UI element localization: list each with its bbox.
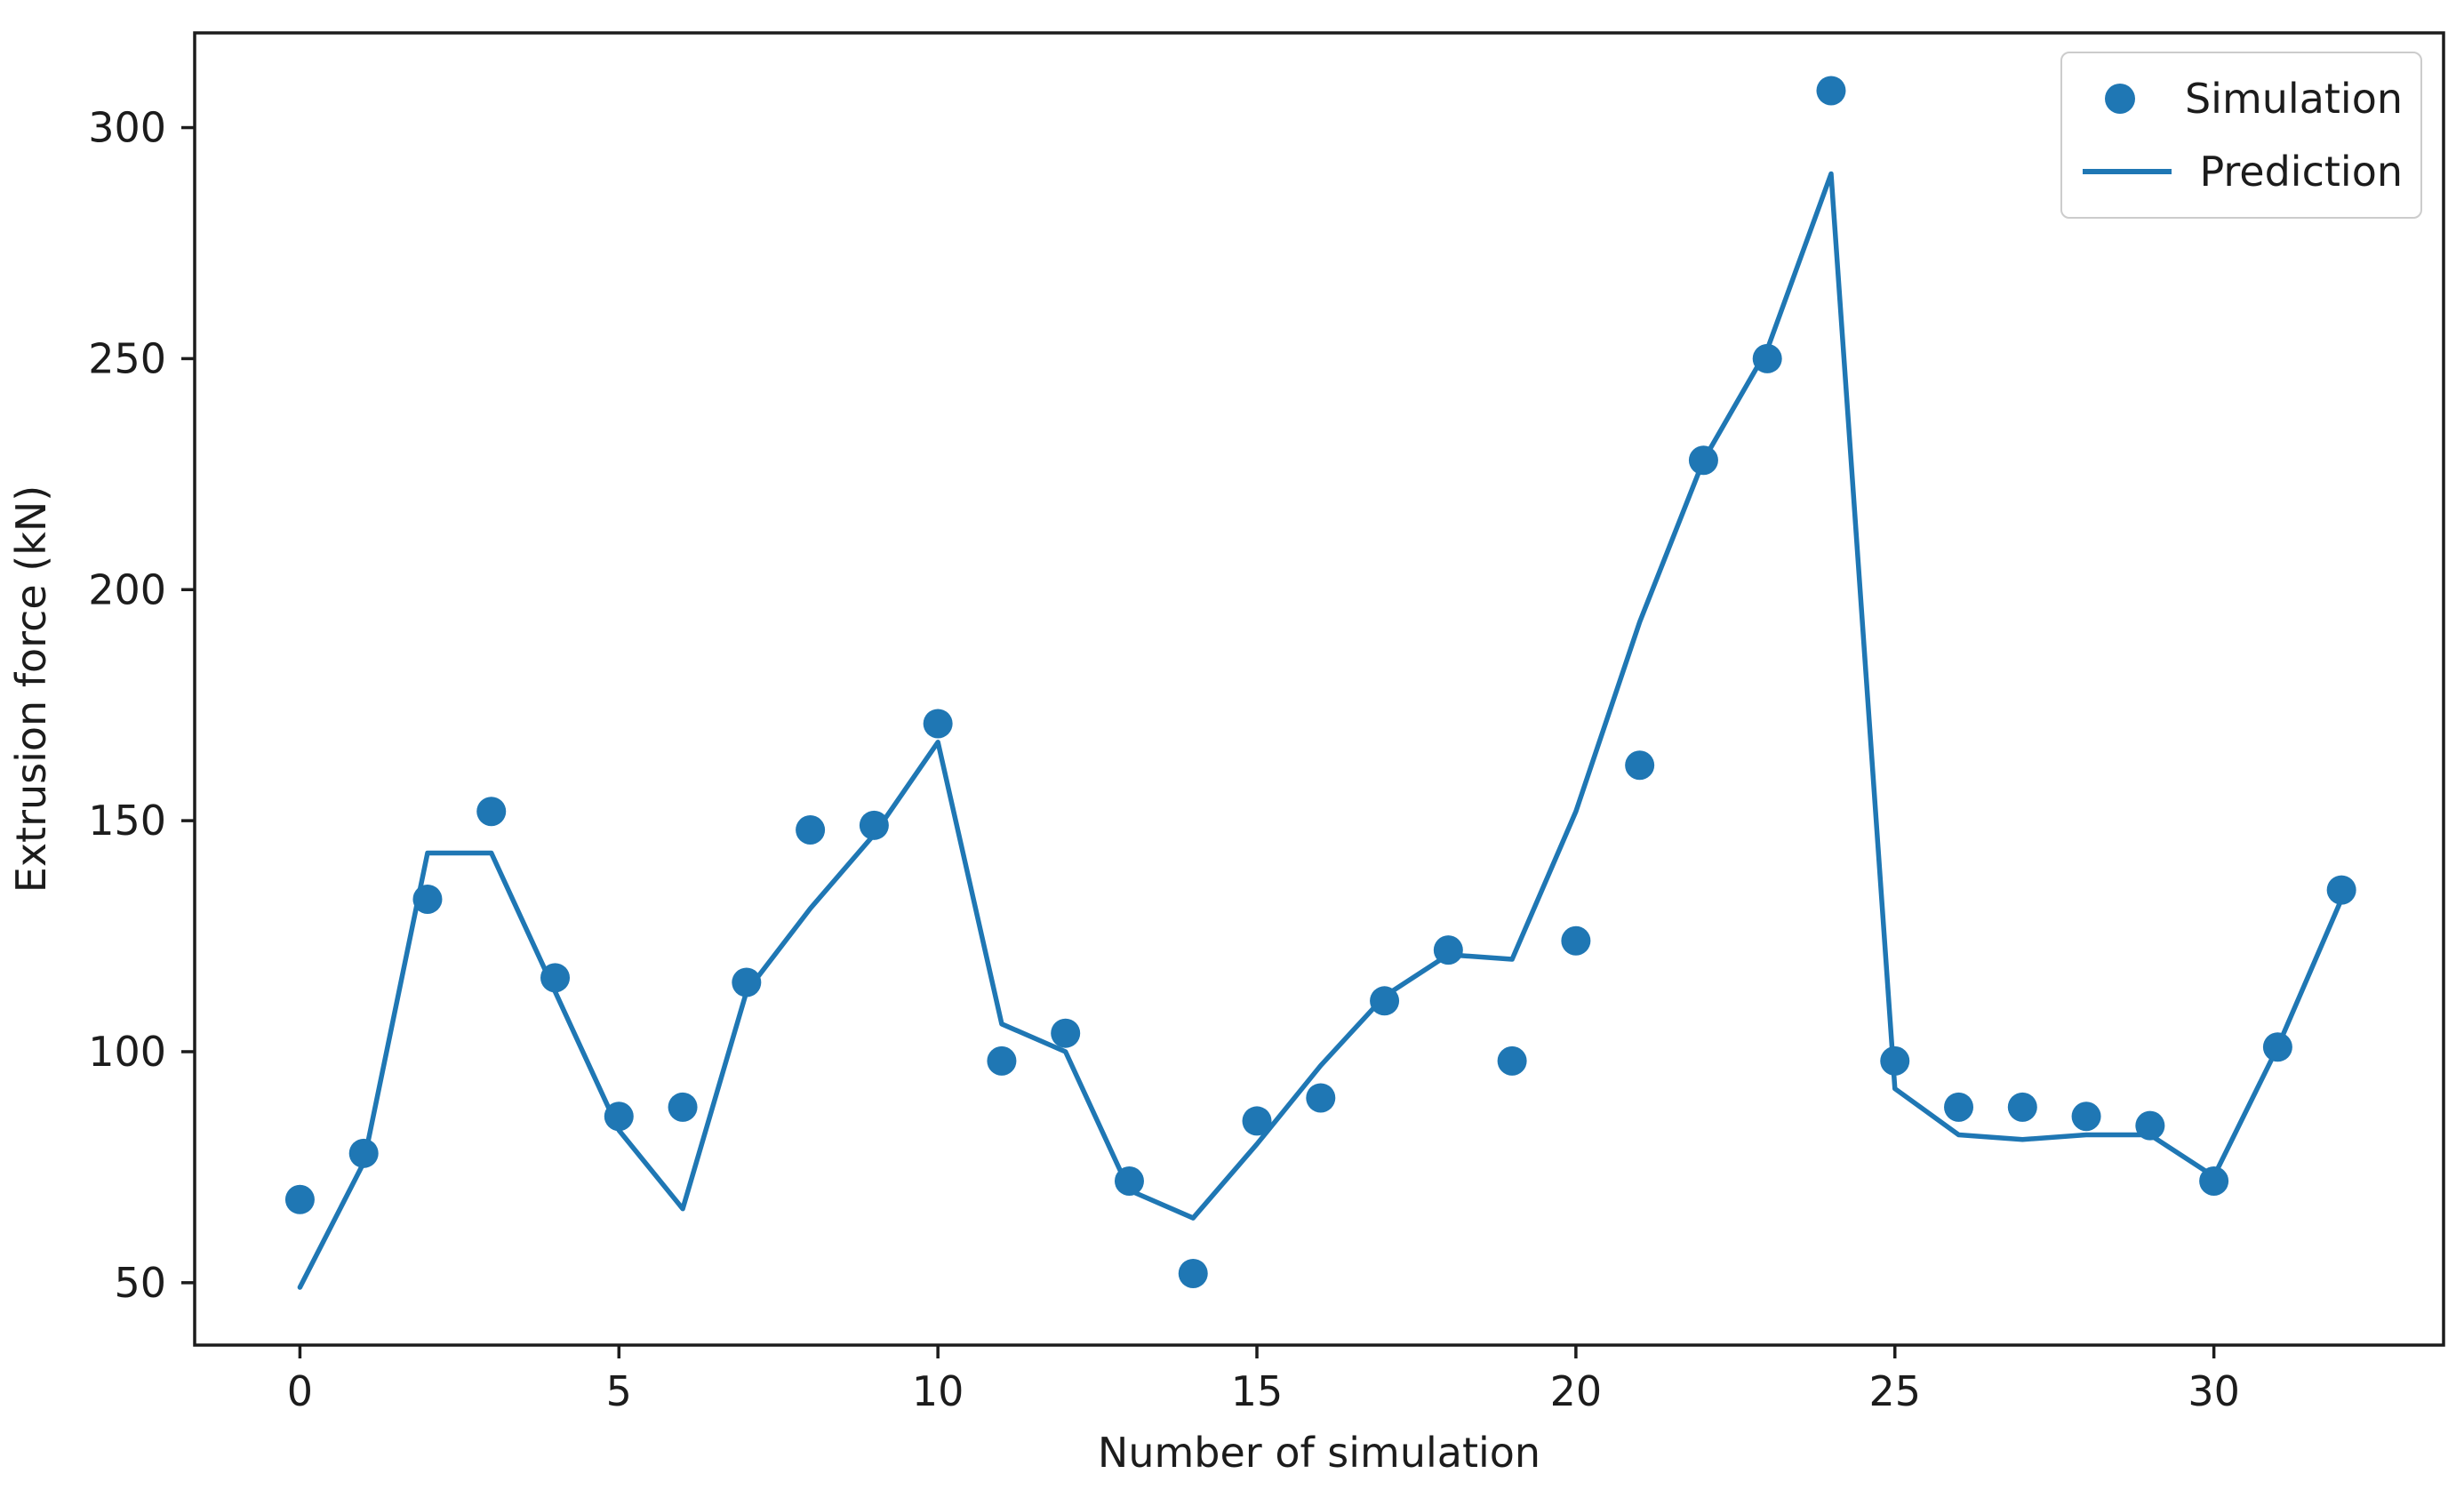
simulation-point (796, 815, 826, 845)
simulation-point (2199, 1166, 2229, 1196)
legend: Simulation Prediction (2060, 52, 2422, 219)
simulation-point (1306, 1083, 1336, 1113)
simulation-point (987, 1045, 1017, 1076)
simulation-point (2007, 1092, 2037, 1122)
simulation-point (923, 709, 953, 739)
x-tick-label: 15 (1231, 1367, 1284, 1415)
simulation-point (348, 1138, 379, 1168)
x-tick-label: 10 (912, 1367, 964, 1415)
simulation-point (284, 1184, 315, 1214)
y-tick-label: 50 (114, 1259, 166, 1307)
simulation-point (1625, 750, 1655, 781)
x-tick-label: 25 (1868, 1367, 1921, 1415)
simulation-point (859, 810, 889, 840)
simulation-point (1816, 76, 1846, 106)
prediction-line-icon (2083, 169, 2172, 174)
y-tick-label: 200 (88, 565, 166, 613)
x-tick-label: 20 (1550, 1367, 1603, 1415)
simulation-point (1242, 1106, 1272, 1136)
y-tick-label: 300 (88, 104, 166, 152)
x-axis-label: Number of simulation (1097, 1429, 1541, 1477)
prediction-line (297, 171, 2344, 1290)
legend-swatch-cell (2080, 84, 2160, 114)
simulation-point (1051, 1018, 1081, 1048)
y-tick-label: 250 (88, 334, 166, 382)
x-tick-label: 5 (606, 1367, 632, 1415)
simulation-point (1370, 986, 1400, 1016)
x-tick-label: 30 (2188, 1367, 2240, 1415)
simulation-point (1433, 935, 1463, 965)
simulation-point (668, 1092, 698, 1122)
simulation-point (1114, 1166, 1144, 1196)
x-tick-label: 0 (287, 1367, 313, 1415)
simulation-point (1880, 1045, 1910, 1076)
simulation-point (1497, 1045, 1527, 1076)
legend-item-simulation: Simulation (2080, 72, 2403, 125)
simulation-point (1688, 445, 1718, 476)
simulation-point (2135, 1110, 2165, 1141)
simulation-point (604, 1101, 634, 1132)
plot-frame (193, 31, 2445, 1347)
y-tick-label: 100 (88, 1028, 166, 1076)
simulation-point (1752, 343, 1782, 373)
simulation-point (732, 967, 762, 997)
simulation-marker-icon (2104, 84, 2135, 114)
legend-swatch-cell (2080, 169, 2174, 174)
simulation-point (1561, 925, 1591, 956)
simulation-point (412, 884, 443, 914)
simulation-point (2071, 1101, 2101, 1132)
simulation-point (2262, 1032, 2292, 1062)
simulation-point (540, 963, 571, 993)
legend-item-prediction: Prediction (2080, 145, 2403, 198)
simulation-point (476, 797, 507, 827)
y-tick-label: 150 (88, 797, 166, 845)
simulation-point (2326, 875, 2356, 905)
simulation-point (1944, 1092, 1974, 1122)
y-axis-label: Extrusion force (kN) (7, 485, 55, 893)
legend-label-simulation: Simulation (2184, 75, 2403, 123)
simulation-point (1178, 1258, 1208, 1288)
legend-label-prediction: Prediction (2199, 148, 2403, 196)
